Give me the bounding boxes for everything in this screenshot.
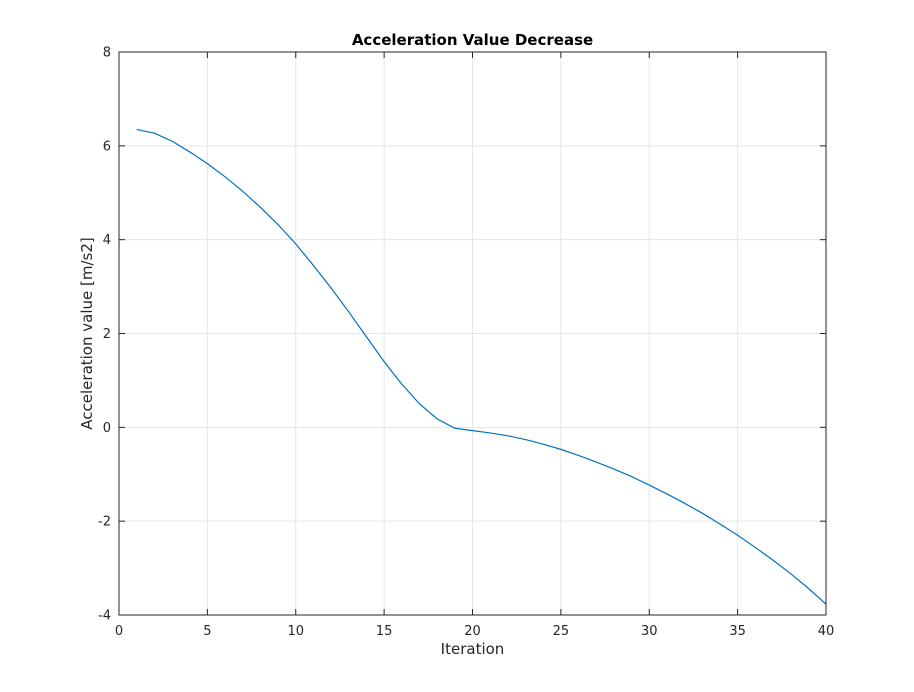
- x-tick-label: 10: [287, 624, 304, 639]
- y-tick-label: 8: [103, 46, 111, 61]
- x-tick-label: 25: [553, 624, 570, 639]
- x-tick-label: 15: [376, 624, 393, 639]
- y-tick-label: 6: [103, 139, 111, 154]
- y-tick-labels: -4 -2 0 2 4 6 8: [98, 46, 111, 624]
- y-tick-label: -4: [98, 609, 111, 624]
- x-tick-label: 5: [203, 624, 211, 639]
- y-axis-label: Acceleration value [m/s2]: [78, 237, 96, 429]
- chart-title: Acceleration Value Decrease: [352, 31, 593, 49]
- x-tick-labels: 0 5 10 15 20 25 30 35 40: [115, 624, 834, 639]
- x-tick-label: 35: [729, 624, 746, 639]
- y-tick-label: 4: [103, 233, 111, 248]
- y-tick-label: 2: [103, 327, 111, 342]
- x-tick-label: 40: [818, 624, 835, 639]
- series-line-0: [136, 128, 827, 605]
- plot-area-border: [118, 51, 827, 616]
- series-group: [136, 128, 827, 605]
- x-tick-label: 0: [115, 624, 123, 639]
- x-tick-label: 20: [464, 624, 481, 639]
- y-tick-label: -2: [98, 515, 111, 530]
- y-tick-label: 0: [103, 421, 111, 436]
- x-tick-label: 30: [641, 624, 658, 639]
- x-axis-label: Iteration: [441, 640, 505, 658]
